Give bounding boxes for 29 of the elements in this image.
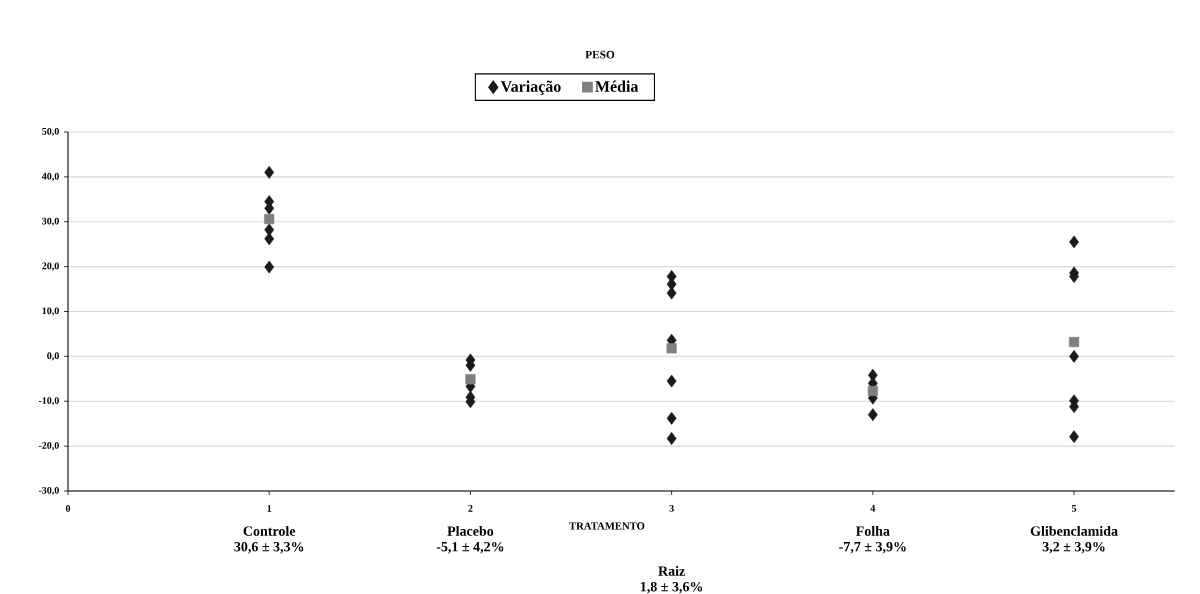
y-tick-label: 10,0	[42, 307, 59, 316]
text: -7,7 ± 3,9%	[839, 541, 906, 554]
y-tick-label: 20,0	[42, 262, 59, 271]
text: 1,8 ± 3,6%	[640, 581, 703, 594]
y-tick-label: 30,0	[42, 217, 59, 226]
x-tick-label: 2	[468, 505, 473, 512]
y-tick-label: 40,0	[41, 172, 59, 181]
text: Folha	[855, 525, 890, 536]
y-tick-label: -30,0	[38, 486, 59, 496]
x-tick-label: 4	[870, 505, 876, 512]
y-tick-label: -10,0	[38, 397, 59, 406]
x-axis-title: TRATAMENTO	[569, 522, 645, 530]
text: Controle	[243, 525, 296, 536]
text: Raiz	[658, 565, 685, 576]
y-tick-label: -20,0	[38, 442, 59, 451]
text: Glibenclamida	[1030, 525, 1118, 536]
y-tick-label: 0,0	[47, 352, 59, 361]
x-tick-label: 1	[267, 505, 272, 512]
x-tick-label: 5	[1071, 505, 1077, 512]
text: 3,2 ± 3,9%	[1042, 541, 1105, 554]
x-tick-label: 3	[669, 505, 674, 512]
legend-label: Variação	[500, 80, 561, 96]
y-tick-label: 50,0	[42, 127, 59, 137]
chart-title: PESO	[585, 50, 615, 59]
text: -5,1 ± 4,2%	[436, 541, 504, 554]
x-tick-label: 0	[65, 505, 71, 512]
text: Placebo	[447, 525, 494, 536]
legend-label: Média	[595, 80, 639, 92]
text: 30,6 ± 3,3%	[234, 541, 304, 554]
